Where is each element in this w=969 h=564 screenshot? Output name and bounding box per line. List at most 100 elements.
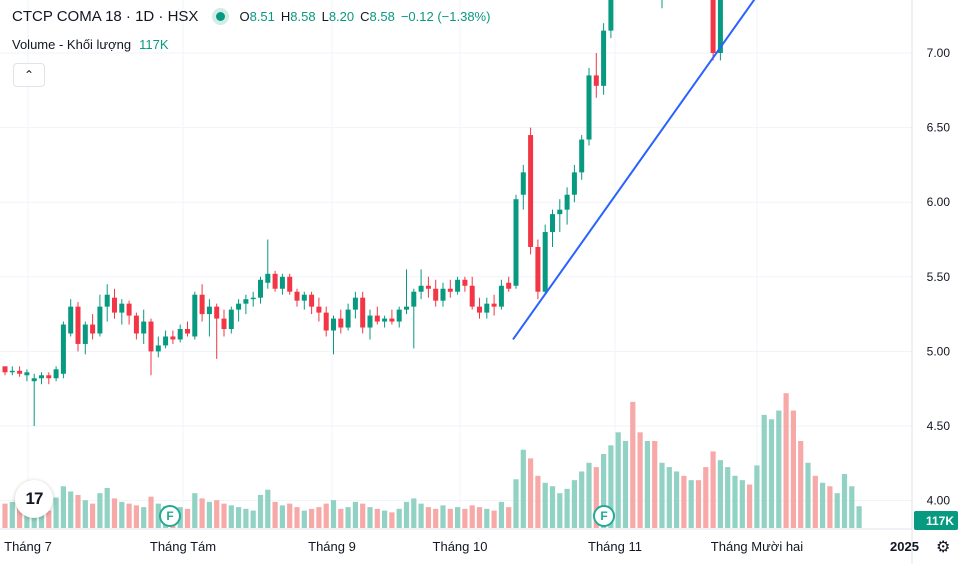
candle-body (163, 336, 169, 346)
candle-body (104, 294, 110, 307)
dividend-marker-icon[interactable]: F (593, 505, 615, 527)
candle-body (199, 294, 205, 315)
dividend-marker-icon[interactable]: F (159, 505, 181, 527)
candle-body (316, 306, 322, 313)
candle-body (557, 209, 563, 215)
candle-body (542, 232, 548, 292)
volume-bar (506, 507, 512, 528)
volume-bar (674, 471, 680, 528)
volume-bar (192, 493, 198, 528)
candle-body (53, 369, 59, 379)
candle-body (279, 276, 285, 289)
volume-bar (38, 508, 45, 528)
low-label: L (321, 9, 329, 24)
volume-label[interactable]: Volume - Khối lượng (12, 37, 132, 52)
volume-bar (68, 491, 74, 528)
candle-body (535, 246, 541, 292)
volume-bar (703, 467, 709, 528)
candle-body (323, 312, 329, 331)
volume-bar (856, 506, 862, 528)
volume-bar (571, 480, 577, 528)
volume-bar (389, 512, 395, 528)
candle-body (367, 315, 373, 328)
candle-body (112, 297, 117, 313)
candle-body (265, 273, 271, 283)
volume-bar (199, 498, 205, 528)
y-tick-label: 4.50 (927, 419, 951, 433)
volume-bar (294, 507, 300, 528)
volume-bar (447, 508, 453, 528)
candle-body (46, 375, 52, 379)
y-tick-label: 4.00 (927, 494, 951, 508)
candle-body (185, 329, 190, 334)
volume-bar (659, 462, 665, 528)
volume-bar (352, 501, 358, 528)
candle-body (90, 324, 96, 334)
candle-body (250, 297, 256, 300)
volume-bar (513, 479, 519, 528)
x-tick-label: Tháng 10 (433, 539, 488, 554)
collapse-legend-button[interactable]: ⌃ (13, 63, 45, 87)
volume-bar (491, 510, 497, 528)
volume-bar (601, 454, 607, 528)
x-tick-label: 2025 (890, 539, 919, 554)
candle-body (564, 194, 570, 210)
candle-body (579, 139, 585, 173)
volume-bar (411, 498, 417, 528)
volume-bar (462, 508, 468, 528)
candle-body (170, 336, 176, 340)
volume-bar (221, 503, 227, 528)
y-tick-label: 5.50 (927, 270, 951, 284)
volume-bar (184, 508, 191, 528)
volume-legend: Volume - Khối lượng 117K (12, 37, 169, 52)
candle-body (75, 306, 81, 344)
candle-body (2, 366, 8, 373)
candle-body (447, 288, 453, 292)
market-status-icon (216, 12, 226, 21)
volume-bar (403, 501, 410, 528)
dividend-marker-label: F (166, 509, 173, 523)
volume-bar (820, 482, 826, 528)
candle-body (228, 309, 234, 330)
candle-body (221, 318, 227, 330)
volume-bar (776, 410, 782, 528)
volume-bar (17, 505, 23, 528)
candle-body (214, 306, 220, 319)
tradingview-logo-icon[interactable]: 17 (15, 480, 53, 518)
candle-body (396, 309, 402, 322)
volume-bar (615, 432, 621, 528)
volume-bar (710, 451, 716, 528)
volume-bar (557, 493, 563, 528)
candle-body (513, 199, 519, 286)
symbol-title[interactable]: CTCP COMA 18 · 1D · HSX (12, 8, 199, 25)
volume-bar (637, 432, 643, 528)
high-label: H (280, 9, 291, 24)
candle-body (97, 306, 103, 334)
volume-value: 117K (139, 37, 169, 52)
volume-bar (681, 475, 687, 528)
x-tick-label: Tháng Tám (150, 539, 216, 554)
volume-bar (535, 475, 541, 528)
volume-bar (849, 486, 855, 528)
volume-bar (754, 465, 760, 528)
candle-body (571, 172, 577, 195)
volume-bar (24, 507, 30, 528)
volume-bar (133, 505, 139, 528)
volume-bar (630, 401, 636, 528)
candle-body (17, 370, 23, 374)
candle-body (24, 372, 30, 376)
volume-bar (608, 445, 614, 528)
candle-body (177, 329, 183, 340)
volume-bar (330, 500, 337, 528)
volume-bar (644, 441, 650, 528)
high-value: 8.58 (290, 9, 316, 24)
volume-bar (141, 507, 147, 528)
volume-bar (652, 441, 658, 528)
candle-body (601, 30, 607, 86)
volume-bar (206, 501, 212, 528)
candle-body (382, 318, 388, 322)
volume-bars (2, 393, 862, 528)
volume-bar (761, 414, 767, 528)
gear-icon[interactable]: ⚙ (936, 539, 951, 556)
